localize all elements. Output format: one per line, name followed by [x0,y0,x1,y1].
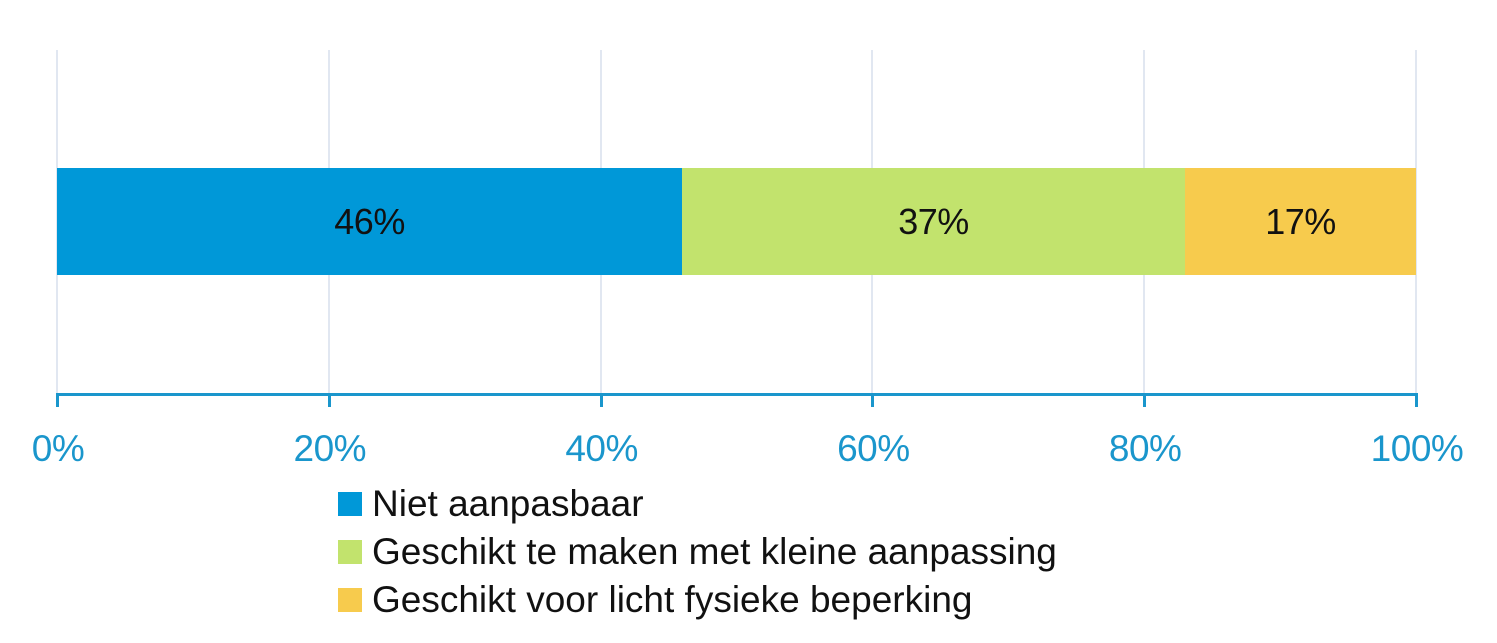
x-axis-tick [1143,393,1147,407]
legend-item: Niet aanpasbaar [338,480,1057,528]
legend-item: Geschikt voor licht fysieke beperking [338,576,1057,624]
gridline [1415,50,1417,395]
bar-value-label: 37% [898,200,969,242]
x-axis-line [57,393,1418,396]
legend-swatch-icon [338,540,362,564]
x-tick-label: 80% [1108,428,1182,469]
x-axis-tick [327,393,331,407]
x-tick-label: 100% [1370,428,1464,469]
x-axis-tick [56,393,59,407]
x-axis-tick [1415,393,1418,407]
legend-swatch-icon [338,492,362,516]
legend-label: Niet aanpasbaar [372,483,644,524]
x-tick-label: 0% [31,428,85,469]
legend-item: Geschikt te maken met kleine aanpassing [338,528,1057,576]
legend-label: Geschikt te maken met kleine aanpassing [372,531,1057,572]
x-axis-tick [599,393,603,407]
x-tick-label: 20% [293,428,367,469]
x-axis-tick [871,393,875,407]
bar-value-label: 46% [334,200,405,242]
bar-segment: 37% [682,168,1185,275]
x-tick-label: 60% [837,428,910,469]
bar-segment: 17% [1184,168,1416,275]
legend-label: Geschikt voor licht fysieke beperking [372,579,973,620]
bar-value-label: 17% [1265,200,1336,242]
legend: Niet aanpasbaar Geschikt te maken met kle… [338,480,1057,624]
legend-swatch-icon [338,588,362,612]
bar-segment: 46% [57,168,683,275]
x-tick-label: 40% [565,428,638,469]
